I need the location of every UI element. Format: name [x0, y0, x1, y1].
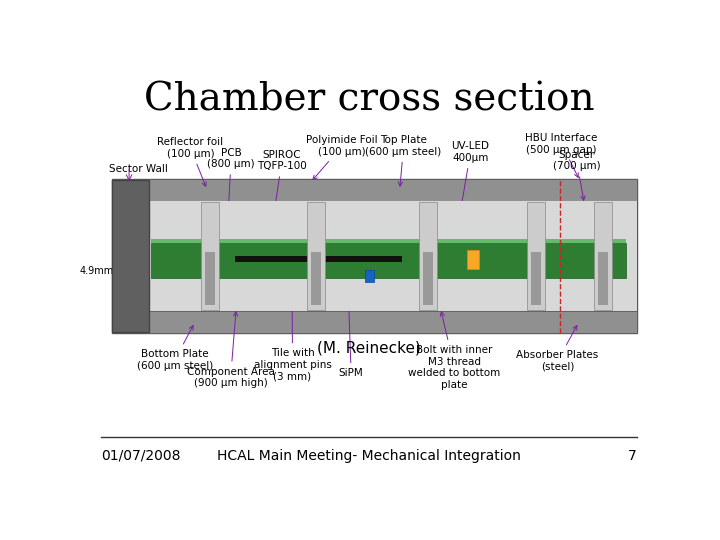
Bar	[205, 252, 215, 305]
Text: UV-LED
400μm: UV-LED 400μm	[451, 141, 490, 246]
Text: SPIROC
TQFP-100: SPIROC TQFP-100	[257, 150, 307, 253]
Bar	[145, 312, 636, 333]
Text: Bolt with inner
M3 thread
welded to bottom
plate: Bolt with inner M3 thread welded to bott…	[408, 312, 500, 390]
Bar	[365, 270, 374, 282]
Bar	[531, 252, 541, 305]
Bar	[145, 201, 636, 312]
Bar	[151, 239, 626, 243]
Text: 01/07/2008: 01/07/2008	[101, 449, 181, 463]
Text: HCAL Main Meeting- Mechanical Integration: HCAL Main Meeting- Mechanical Integratio…	[217, 449, 521, 463]
Bar	[307, 202, 325, 310]
Bar	[235, 256, 402, 262]
Text: Sector Wall: Sector Wall	[109, 164, 168, 174]
Text: PCB
(800 μm): PCB (800 μm)	[207, 147, 255, 256]
Text: Bottom Plate
(600 μm steel): Bottom Plate (600 μm steel)	[137, 326, 213, 371]
Text: Spacer
(700 μm): Spacer (700 μm)	[553, 150, 600, 200]
Text: (M. Reinecke): (M. Reinecke)	[317, 341, 421, 356]
Text: 7: 7	[628, 449, 637, 463]
Text: Top Plate
(600 μm steel): Top Plate (600 μm steel)	[366, 135, 442, 186]
Bar	[598, 252, 608, 305]
Bar	[112, 180, 148, 332]
Bar	[423, 252, 433, 305]
Text: Chamber cross section: Chamber cross section	[144, 82, 594, 119]
Bar	[201, 202, 219, 310]
Text: Component Area
(900 μm high): Component Area (900 μm high)	[186, 312, 274, 388]
Bar	[528, 202, 545, 310]
Text: Tile with
alignment pins
(3 mm): Tile with alignment pins (3 mm)	[253, 284, 331, 382]
Bar	[112, 179, 636, 333]
Text: Absorber Plates
(steel): Absorber Plates (steel)	[516, 326, 599, 372]
Text: 4.9mm: 4.9mm	[80, 266, 114, 275]
Text: HBU Interface
(500 μm gap): HBU Interface (500 μm gap)	[526, 133, 598, 177]
Bar	[311, 252, 321, 305]
Bar	[467, 250, 479, 269]
Bar	[418, 202, 436, 310]
Text: Reflector foil
(100 μm): Reflector foil (100 μm)	[158, 137, 223, 186]
Text: SiPM: SiPM	[339, 283, 364, 379]
Bar	[151, 243, 626, 278]
Bar	[145, 179, 636, 201]
Text: Polyimide Foil
(100 μm): Polyimide Foil (100 μm)	[307, 135, 378, 180]
Bar	[595, 202, 612, 310]
